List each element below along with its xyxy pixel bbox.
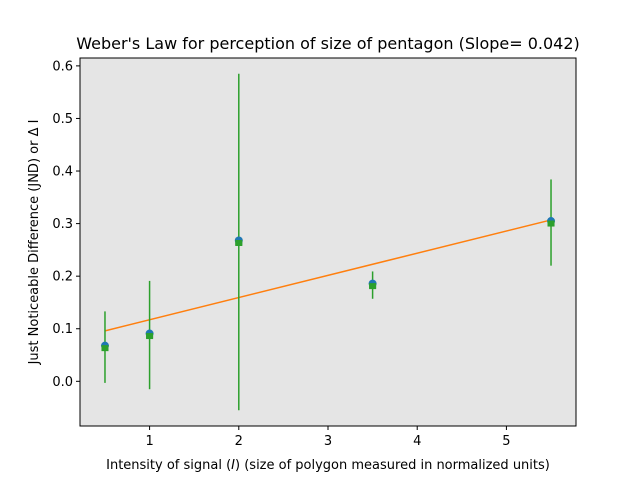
x-tick-label: 2 xyxy=(235,434,243,449)
data-point-square xyxy=(146,333,154,340)
x-tick-label: 5 xyxy=(502,434,510,449)
x-tick-label: 1 xyxy=(145,434,153,449)
fit-line xyxy=(104,219,552,332)
x-axis-label: Intensity of signal (I) (size of polygon… xyxy=(106,458,550,473)
x-tick-label: 3 xyxy=(324,434,332,449)
y-tick-label: 0.4 xyxy=(52,165,73,180)
x-axis-label-variable: I xyxy=(231,458,235,473)
y-tick-label: 0.1 xyxy=(52,322,73,337)
x-axis-label-suffix: ) (size of polygon measured in normalize… xyxy=(235,458,550,473)
fit-line-layer xyxy=(104,219,552,332)
y-tick-label: 0.3 xyxy=(52,217,73,232)
data-point-square xyxy=(369,283,377,290)
y-axis-ticks: 0.0 0.1 0.2 0.3 0.4 0.5 0.6 xyxy=(52,59,80,390)
data-point-layer xyxy=(100,217,556,352)
y-tick-label: 0.2 xyxy=(52,270,73,285)
data-point-square xyxy=(235,240,243,246)
data-point-square xyxy=(101,345,109,352)
y-axis-label: Just Noticeable Difference (JND) or Δ I xyxy=(27,120,42,366)
y-tick-label: 0.6 xyxy=(52,59,73,74)
data-point-square xyxy=(547,220,555,227)
x-axis-ticks: 1 2 3 4 5 xyxy=(145,426,511,449)
chart-title: Weber's Law for perception of size of pe… xyxy=(76,34,580,53)
y-tick-label: 0.5 xyxy=(52,112,73,127)
y-tick-label: 0.0 xyxy=(52,375,73,390)
x-axis-label-prefix: Intensity of signal ( xyxy=(106,458,231,473)
x-tick-label: 4 xyxy=(413,434,421,449)
plot-background xyxy=(80,58,576,426)
